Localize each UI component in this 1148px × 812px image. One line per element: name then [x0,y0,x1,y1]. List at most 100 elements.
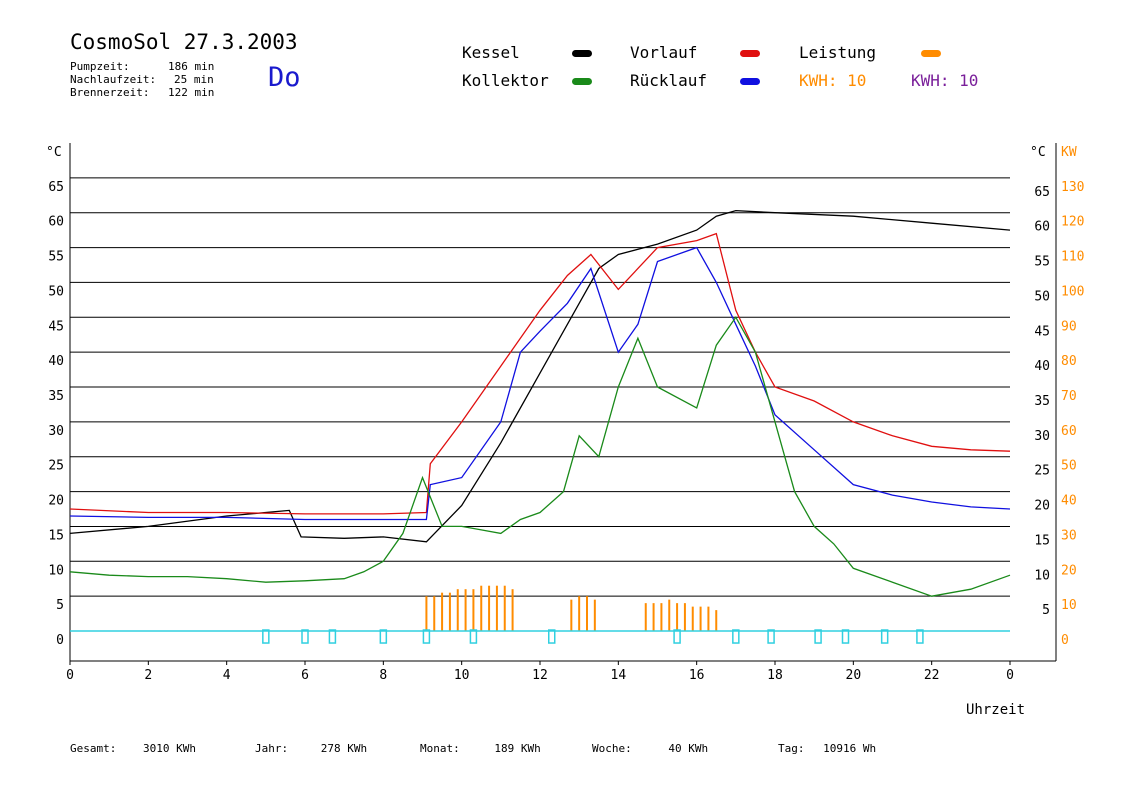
y-right-tick-label: 20 [1034,499,1050,514]
y-power-tick-label: 10 [1061,598,1077,613]
pump-marker [814,629,822,644]
y-right-tick-label: 10 [1034,568,1050,583]
chart-title: CosmoSol 27.3.2003 [70,30,298,54]
y-power-unit: KW [1061,145,1077,160]
pump-marker [301,629,309,644]
y-left-tick-label: 45 [48,319,64,334]
legend-ruecklauf-swatch [740,78,760,85]
footer-value: 189 KWh [494,742,541,755]
pump-marker [916,629,924,644]
y-left-tick-label: 60 [48,215,64,230]
stat-pumpzeit: Pumpzeit: 186 min [70,60,214,73]
legend-kwh2-value: 10 [959,71,979,90]
y-right-tick-label: 5 [1042,603,1050,618]
x-tick-label: 12 [532,668,548,683]
footer-value: 40 KWh [668,742,709,755]
y-left-tick-label: 30 [48,424,64,439]
y-left-tick-label: 15 [48,528,64,543]
y-right-unit: °C [1030,145,1046,160]
pump-marker [262,629,270,644]
x-tick-label: 20 [846,668,862,683]
y-power-tick-label: 70 [1061,389,1077,404]
stat-label: Brennerzeit: [70,86,150,99]
y-right-tick-label: 50 [1034,289,1050,304]
footer-label: Woche: [592,742,632,755]
y-right-tick-label: 15 [1034,533,1050,548]
footer-label: Jahr: [255,742,289,755]
y-power-tick-label: 110 [1061,250,1084,265]
x-tick-label: 22 [924,668,940,683]
footer-monat: Monat: 189 KWh [420,742,541,755]
y-right-tick-label: 35 [1034,394,1050,409]
series-kessel-line [69,209,1011,543]
legend-ruecklauf-label: Rücklauf [630,71,708,90]
pump-marker [880,629,889,644]
y-right-tick-label: 45 [1034,324,1050,339]
pump-marker [548,629,556,644]
y-power-tick-label: 130 [1061,180,1084,195]
footer-value: 10916 Wh [823,742,877,755]
y-left-unit: °C [46,145,62,160]
x-tick-label: 14 [611,668,627,683]
pump-marker [469,629,478,644]
x-tick-label: 6 [301,668,309,683]
x-tick-label: 18 [767,668,783,683]
legend-leistung-swatch [921,50,941,57]
legend-kessel-swatch [572,50,592,57]
y-left-tick-label: 10 [48,563,64,578]
stat-label: Pumpzeit: [70,60,130,73]
legend-kwh2: KWH: 10 [911,71,978,90]
x-axis-label: Uhrzeit [966,702,1026,718]
y-power-tick-label: 0 [1061,633,1069,648]
legend-kwh1-value: 10 [847,71,867,90]
y-left-tick-label: 35 [48,389,64,404]
y-power-tick-label: 40 [1061,494,1077,509]
y-power-tick-label: 90 [1061,319,1077,334]
legend-kwh1: KWH: 10 [799,71,866,90]
x-tick-label: 0 [66,668,74,683]
legend-kollektor-label: Kollektor [462,71,549,90]
pump-marker [328,629,337,644]
footer-tag: Tag: 10916 Wh [778,742,876,755]
series-kollektor-line [69,316,1011,597]
legend-kwh1-label: KWH: [799,71,838,90]
legend-kollektor-swatch [572,78,592,85]
stat-label: Nachlaufzeit: [70,73,157,86]
legend-vorlauf-swatch [740,50,760,57]
y-left-tick-label: 50 [48,284,64,299]
y-left-tick-label: 5 [56,598,64,613]
stat-brennerzeit: Brennerzeit: 122 min [70,86,214,99]
footer-label: Tag: [778,742,805,755]
legend-vorlauf-label: Vorlauf [630,43,698,62]
pump-marker [841,629,850,644]
y-left-tick-label: 0 [56,633,64,648]
y-power-tick-label: 30 [1061,528,1077,543]
y-power-tick-label: 60 [1061,424,1077,439]
x-tick-label: 0 [1006,668,1014,683]
y-right-tick-label: 60 [1034,220,1050,235]
legend-kwh2-label: KWH: [911,71,950,90]
weekday-label: Do [268,62,301,93]
y-right-tick-label: 30 [1034,429,1050,444]
y-power-tick-label: 100 [1061,284,1084,299]
series-vorlauf-line [69,232,1011,515]
y-left-tick-label: 55 [48,250,64,265]
y-right-tick-label: 25 [1034,464,1050,479]
y-power-tick-label: 20 [1061,563,1077,578]
x-tick-label: 10 [454,668,470,683]
y-right-tick-label: 40 [1034,359,1050,374]
footer-label: Gesamt: [70,742,117,755]
stat-value: 186 min [168,60,215,73]
stat-value: 122 min [168,86,215,99]
footer-woche: Woche: 40 KWh [592,742,708,755]
footer-jahr: Jahr: 278 KWh [255,742,367,755]
footer-value: 278 KWh [320,742,368,755]
legend-leistung-label: Leistung [799,43,877,62]
pump-marker [732,629,740,644]
x-tick-label: 16 [689,668,705,683]
y-right-tick-label: 65 [1034,185,1050,200]
pump-marker [422,629,431,644]
footer-label: Monat: [420,742,460,755]
x-tick-label: 2 [144,668,152,683]
